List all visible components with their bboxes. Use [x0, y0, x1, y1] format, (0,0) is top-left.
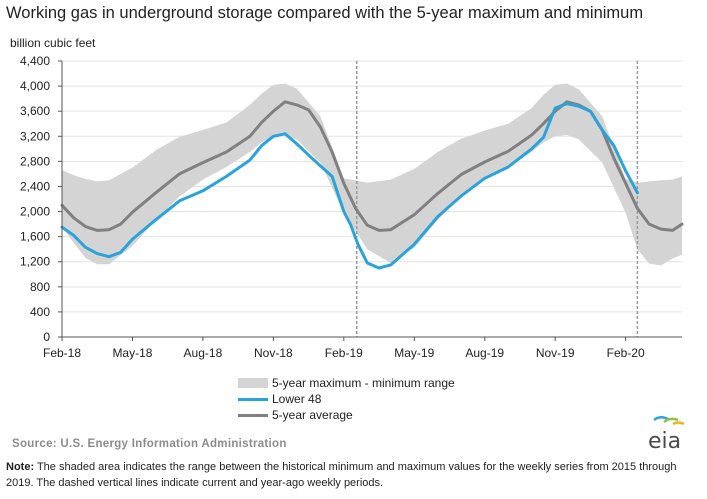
legend-item-average: 5-year average — [238, 407, 455, 423]
y-tick-label-7: 2,800 — [20, 154, 50, 168]
y-tick-label-2: 800 — [30, 280, 50, 294]
x-tick-label-7: Nov-19 — [536, 346, 575, 360]
vertical-markers — [355, 61, 639, 337]
y-tick-label-8: 3,200 — [20, 129, 50, 143]
note-text: The shaded area indicates the range betw… — [6, 461, 677, 489]
series-lines — [60, 100, 684, 270]
y-tick-label-1: 400 — [30, 305, 50, 319]
y-tick-label-10: 4,000 — [20, 79, 50, 93]
footnote: Note: The shaded area indicates the rang… — [6, 459, 706, 491]
x-tick-label-2: Aug-18 — [184, 346, 223, 360]
legend-item-lower48: Lower 48 — [238, 391, 455, 407]
x-tick-label-8: Feb-20 — [607, 346, 645, 360]
series-lower48-line — [60, 102, 639, 270]
axes — [58, 60, 682, 341]
x-tick-label-4: Feb-19 — [325, 346, 363, 360]
legend-label-range: 5-year maximum - minimum range — [272, 376, 455, 390]
y-tick-label-0: 0 — [43, 330, 50, 344]
chart-title: Working gas in underground storage compa… — [6, 4, 644, 22]
x-tick-label-6: Aug-19 — [465, 346, 504, 360]
x-tick-label-1: May-18 — [112, 346, 152, 360]
y-tick-label-5: 2,000 — [20, 205, 50, 219]
source-text: Source: U.S. Energy Information Administ… — [12, 438, 287, 450]
x-tick-label-5: May-19 — [394, 346, 434, 360]
x-tick-label-0: Feb-18 — [43, 346, 81, 360]
legend-swatch-lower48 — [238, 397, 268, 401]
y-tick-label-3: 1,200 — [20, 255, 50, 269]
y-tick-label-4: 1,600 — [20, 230, 50, 244]
legend-label-average: 5-year average — [272, 408, 353, 422]
x-tick-labels: Feb-18 May-18 Aug-18 Nov-18 Feb-19 May-19 Aug-… — [43, 346, 645, 360]
y-tick-label-6: 2,400 — [20, 179, 50, 193]
legend-item-range: 5-year maximum - minimum range — [238, 375, 455, 391]
note-label: Note: — [6, 461, 35, 473]
legend-label-lower48: Lower 48 — [272, 392, 322, 406]
x-tick-label-3: Nov-18 — [254, 346, 293, 360]
storage-chart: 0 400 800 1,200 1,600 2,000 2,400 2,800 3,200 3,6… — [20, 54, 684, 360]
logo-text: eia — [648, 429, 681, 454]
legend-swatch-average — [238, 413, 268, 417]
legend-swatch-range — [238, 378, 268, 388]
eia-logo: eia — [648, 416, 685, 454]
range-band-area — [62, 83, 682, 266]
y-axis-unit-label: billion cubic feet — [10, 36, 96, 50]
range-band — [62, 83, 682, 266]
legend: 5-year maximum - minimum range Lower 48 … — [238, 375, 455, 423]
y-tick-labels: 0 400 800 1,200 1,600 2,000 2,400 2,800 3,200 3,6… — [20, 54, 50, 344]
y-tick-label-9: 3,600 — [20, 104, 50, 118]
y-tick-label-11: 4,400 — [20, 54, 50, 68]
